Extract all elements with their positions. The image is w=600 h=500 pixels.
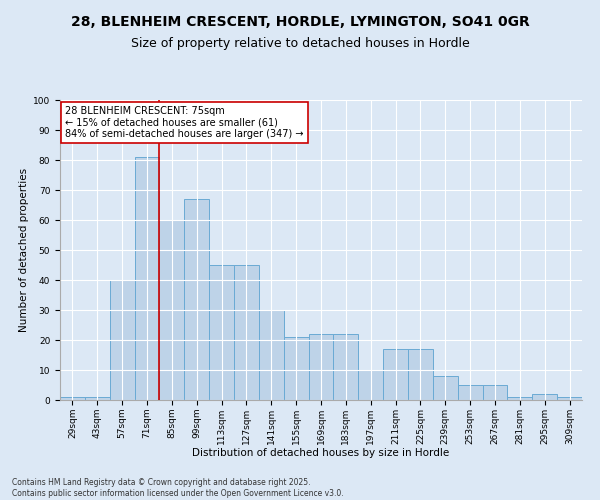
Bar: [532, 394, 557, 400]
Bar: [334, 334, 358, 400]
Bar: [284, 337, 308, 400]
Text: Contains HM Land Registry data © Crown copyright and database right 2025.
Contai: Contains HM Land Registry data © Crown c…: [12, 478, 344, 498]
Bar: [308, 334, 334, 400]
Text: 28 BLENHEIM CRESCENT: 75sqm
← 15% of detached houses are smaller (61)
84% of sem: 28 BLENHEIM CRESCENT: 75sqm ← 15% of det…: [65, 106, 304, 139]
Bar: [209, 265, 234, 400]
Bar: [557, 397, 582, 400]
Bar: [383, 349, 408, 400]
Bar: [110, 280, 134, 400]
Y-axis label: Number of detached properties: Number of detached properties: [19, 168, 29, 332]
Text: Size of property relative to detached houses in Hordle: Size of property relative to detached ho…: [131, 38, 469, 51]
Bar: [160, 220, 184, 400]
Bar: [234, 265, 259, 400]
Bar: [482, 385, 508, 400]
Bar: [184, 199, 209, 400]
Bar: [60, 397, 85, 400]
Bar: [134, 157, 160, 400]
Bar: [358, 370, 383, 400]
Bar: [508, 397, 532, 400]
Bar: [259, 310, 284, 400]
Bar: [408, 349, 433, 400]
X-axis label: Distribution of detached houses by size in Hordle: Distribution of detached houses by size …: [193, 448, 449, 458]
Bar: [433, 376, 458, 400]
Bar: [85, 397, 110, 400]
Text: 28, BLENHEIM CRESCENT, HORDLE, LYMINGTON, SO41 0GR: 28, BLENHEIM CRESCENT, HORDLE, LYMINGTON…: [71, 15, 529, 29]
Bar: [458, 385, 482, 400]
